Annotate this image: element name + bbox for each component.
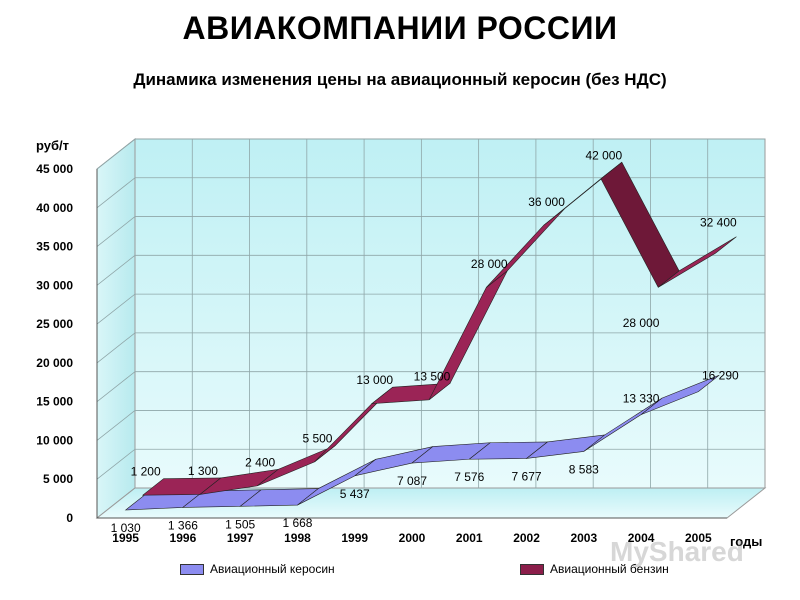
x-tick-label: 1998	[284, 531, 311, 545]
petrol-data-label: 2 400	[245, 455, 275, 469]
legend-item-petrol: Авиационный бензин	[520, 562, 669, 576]
petrol-data-label: 13 000	[356, 373, 393, 387]
y-tick-label: 0	[66, 511, 73, 525]
petrol-data-label: 28 000	[623, 316, 660, 330]
x-axis-title: годы	[730, 534, 762, 549]
x-tick-label: 2004	[628, 531, 655, 545]
y-tick-label: 35 000	[36, 240, 73, 254]
x-tick-label: 1997	[227, 531, 254, 545]
kerosene-data-label: 13 330	[623, 392, 660, 406]
kerosene-data-label: 16 290	[702, 369, 739, 383]
y-tick-label: 40 000	[36, 201, 73, 215]
y-tick-label: 15 000	[36, 395, 73, 409]
y-tick-label: 25 000	[36, 317, 73, 331]
petrol-data-label: 1 300	[188, 464, 218, 478]
chart-subtitle: Динамика изменения цены на авиационный к…	[133, 70, 667, 89]
x-tick-label: 2001	[456, 531, 483, 545]
kerosene-data-label: 1 668	[282, 516, 312, 530]
kerosene-data-label: 7 677	[512, 469, 542, 483]
y-tick-label: 45 000	[36, 162, 73, 176]
x-tick-label: 1995	[112, 531, 139, 545]
petrol-data-label: 42 000	[585, 148, 622, 162]
gridline-horizontal	[96, 177, 765, 209]
gridline-horizontal	[96, 371, 765, 402]
legend-swatch-kerosene	[180, 564, 204, 576]
chart-title: АВИАКОМПАНИИ РОССИИ	[182, 10, 618, 46]
kerosene-data-label: 1 366	[168, 518, 198, 532]
kerosene-data-label: 1 030	[111, 521, 141, 535]
petrol-data-label: 1 200	[131, 465, 161, 479]
gridline-horizontal	[96, 332, 765, 364]
gridline-horizontal	[96, 254, 765, 286]
watermark-logo: MyShared	[610, 536, 744, 567]
x-tick-label: 2003	[570, 531, 597, 545]
petrol-data-label: 36 000	[528, 195, 565, 209]
chart-left-wall	[96, 137, 136, 520]
legend-item-kerosene: Авиационный керосин	[180, 562, 335, 576]
petrol-data-label: 13 500	[414, 369, 451, 383]
y-tick-label: 30 000	[36, 278, 73, 292]
x-tick-label: 2005	[685, 531, 712, 545]
kerosene-data-label: 8 583	[569, 462, 599, 476]
y-tick-label: 5 000	[43, 472, 73, 486]
y-tick-label: 10 000	[36, 433, 73, 447]
kerosene-data-label: 7 576	[454, 470, 484, 484]
x-tick-label: 1999	[341, 531, 368, 545]
gridline-horizontal	[96, 293, 765, 325]
kerosene-data-label: 7 087	[397, 474, 427, 488]
kerosene-ribbon-segment	[640, 374, 720, 415]
y-axis-title: руб/т	[36, 138, 69, 153]
x-tick-label: 1996	[170, 531, 197, 545]
petrol-data-label: 5 500	[302, 431, 332, 445]
gridline-horizontal	[96, 410, 765, 441]
legend-label-kerosene: Авиационный керосин	[210, 562, 335, 576]
legend-label-petrol: Авиационный бензин	[550, 562, 669, 576]
chart-back-wall	[134, 138, 766, 489]
gridline-horizontal	[96, 138, 765, 170]
y-tick-label: 20 000	[36, 356, 73, 370]
petrol-data-label: 28 000	[471, 257, 508, 271]
kerosene-data-label: 5 437	[340, 487, 370, 501]
petrol-data-label: 32 400	[700, 216, 737, 230]
petrol-ribbon-segment	[658, 236, 737, 288]
kerosene-data-label: 1 505	[225, 517, 255, 531]
x-tick-label: 2002	[513, 531, 540, 545]
x-tick-label: 2000	[399, 531, 426, 545]
legend-swatch-petrol	[520, 564, 544, 576]
